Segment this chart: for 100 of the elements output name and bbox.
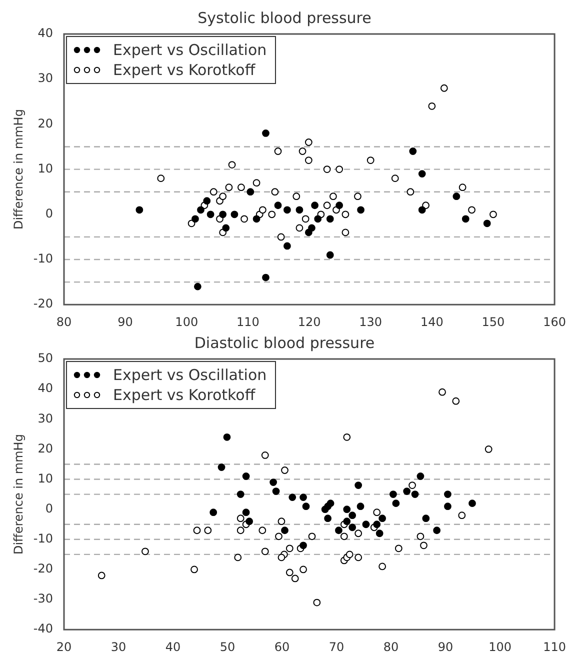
point [468,500,476,508]
point [418,170,426,178]
y-tick-label: -20 [33,562,53,576]
point [484,446,492,453]
y-tick-label: -10 [33,252,53,266]
point [288,494,296,502]
y-tick-label: 30 [38,411,53,426]
y-tick-label: 40 [38,26,53,40]
point [272,488,280,495]
y-tick-label: 10 [38,471,53,486]
point [422,514,430,522]
x-tick-label: 80 [383,640,399,654]
point [354,482,362,489]
point [326,215,334,223]
point [222,224,230,232]
point [462,215,470,223]
x-tick-label: 100 [175,314,198,329]
x-tick-label: 60 [274,640,290,654]
point [420,542,428,550]
point [240,215,248,223]
point [296,206,304,214]
point [210,188,218,196]
point [314,215,322,223]
point [296,224,304,232]
point [136,206,144,214]
point [354,554,362,562]
point [219,210,227,218]
point [428,102,436,110]
point [284,206,291,214]
y-tick-label: 40 [38,381,53,396]
point [278,554,286,562]
y-tick-label: 50 [38,351,53,366]
point [373,520,381,528]
point [252,215,260,223]
point [275,532,282,540]
y-tick-label: 10 [38,161,53,176]
point [98,572,106,580]
x-tick-label: 20 [56,640,72,654]
point [343,518,351,526]
point [302,215,310,223]
x-tick-label: 40 [165,640,181,654]
x-tick-label: 110 [236,314,260,329]
point [336,166,344,173]
point [258,526,266,534]
point [228,161,236,168]
point [225,184,233,192]
point [302,502,310,510]
point [418,206,426,214]
point [378,514,386,522]
point [490,210,497,218]
x-tick-label: 70 [328,640,344,654]
point [204,526,212,534]
point [236,490,244,498]
point [300,542,307,550]
point [326,500,334,508]
point [406,188,414,196]
point [422,202,430,210]
point [444,490,452,498]
point [311,202,318,210]
point [354,530,362,538]
point [326,251,334,259]
x-tick-label: 80 [56,314,72,329]
y-tick-label: 0 [45,501,53,516]
point [190,566,198,574]
point [252,179,260,187]
y-tick-label: 20 [38,441,53,456]
point [277,233,285,241]
point [157,174,165,182]
y-tick-label: -10 [33,532,53,546]
point [342,228,350,236]
point [323,166,331,173]
y-axis-title: Difference in mmHg [11,434,26,555]
y-tick-label: -30 [33,592,53,606]
point [206,210,214,218]
point [268,210,276,218]
point [452,192,460,200]
point [440,84,448,92]
point [284,242,291,250]
x-tick-label: 90 [118,314,133,329]
point [313,598,321,606]
point [329,192,337,200]
point [292,192,300,200]
point [300,494,307,502]
x-tick-label: 30 [110,640,126,654]
x-tick-label: 110 [543,640,566,654]
chart-title: Diastolic blood pressure [194,334,375,352]
point [258,206,266,214]
point [391,174,399,182]
point [308,532,316,540]
point [304,138,312,146]
point [304,156,312,164]
point [366,156,374,164]
point [444,502,452,510]
point [210,508,218,516]
point [378,562,386,570]
point [286,568,294,576]
point [409,148,417,155]
point [300,566,307,574]
point [270,478,277,486]
y-axis-title: Difference in mmHg [11,109,26,230]
